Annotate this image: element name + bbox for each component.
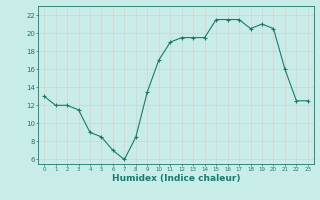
- X-axis label: Humidex (Indice chaleur): Humidex (Indice chaleur): [112, 174, 240, 183]
